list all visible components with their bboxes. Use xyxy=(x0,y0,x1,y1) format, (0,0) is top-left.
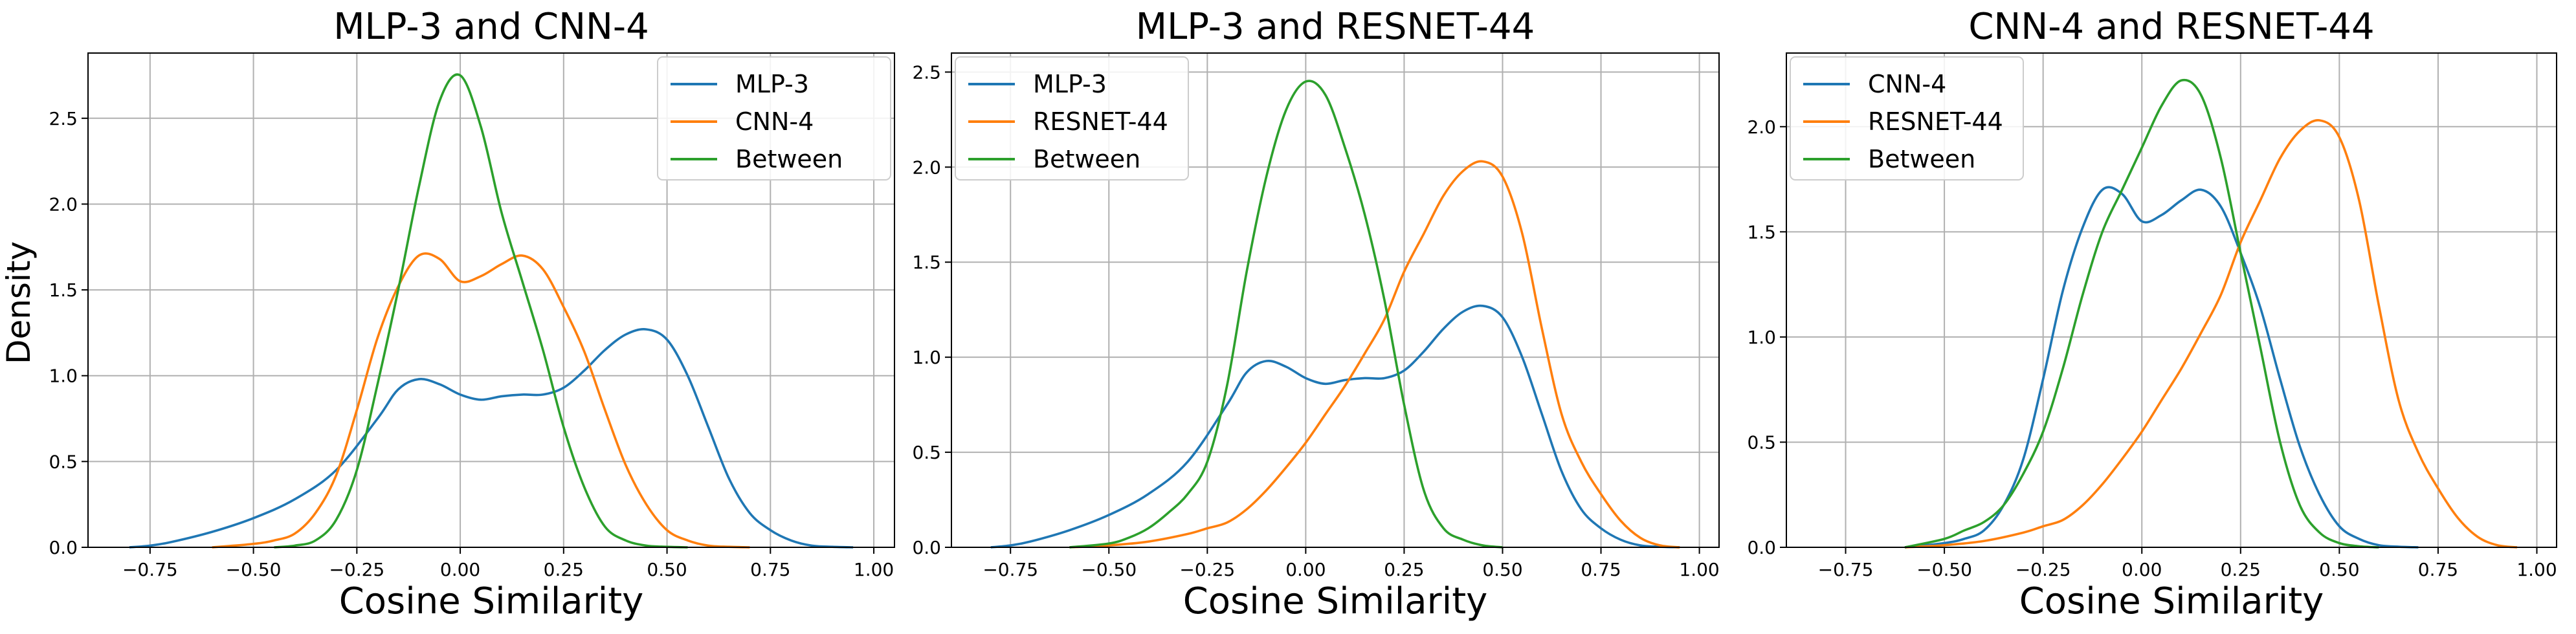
y-tick-label: 2.0 xyxy=(49,193,78,215)
legend-label: RESNET-44 xyxy=(1033,107,1168,136)
legend-box xyxy=(657,56,891,180)
plot-frame xyxy=(1786,52,2557,548)
x-tick-label: 0.75 xyxy=(1581,559,1621,580)
y-tick-label: 2.5 xyxy=(912,61,941,83)
legend-label: Between xyxy=(735,145,843,173)
legend-label: MLP-3 xyxy=(1033,70,1107,98)
series-line-resnet-44 xyxy=(1069,160,1680,549)
y-tick-label: 0.0 xyxy=(912,537,941,558)
legend-label: MLP-3 xyxy=(735,70,809,98)
y-tick-label: 1.0 xyxy=(49,366,78,387)
series-line-mlp-3 xyxy=(129,328,854,549)
plot-frame xyxy=(951,52,1720,548)
series-line-between xyxy=(274,73,688,549)
x-tick-label: −0.25 xyxy=(1179,559,1235,580)
legend-box xyxy=(1790,56,2024,180)
series-line-between xyxy=(1904,78,2379,549)
y-tick-label: 2.0 xyxy=(1747,116,1776,138)
x-tick-label: −0.75 xyxy=(122,559,178,580)
legend: MLP-3 RESNET-44 Between xyxy=(955,56,1189,180)
x-tick-label: 1.00 xyxy=(2516,559,2557,580)
x-tick-label: 0.00 xyxy=(2122,559,2162,580)
x-tick-label: 0.50 xyxy=(2319,559,2359,580)
series-line-between xyxy=(1069,80,1503,549)
y-tick-label: 2.0 xyxy=(912,157,941,178)
x-tick-label: 0.75 xyxy=(750,559,790,580)
x-tick-label: 1.00 xyxy=(854,559,894,580)
x-axis-label: Cosine Similarity xyxy=(1183,580,1488,622)
x-tick-label: −0.50 xyxy=(226,559,282,580)
x-tick-label: −0.25 xyxy=(2015,559,2071,580)
chart-panel-1: MLP-3 and CNN-4 −0.75 −0.50 −0.25 0.00 0.25 0.… xyxy=(49,6,895,622)
x-tick-label: 0.75 xyxy=(2418,559,2458,580)
x-tick-label: 0.25 xyxy=(544,559,584,580)
chart-panel-3: CNN-4 and RESNET-44 −0.75 −0.50 −0.25 0.00 0.… xyxy=(1747,6,2557,622)
y-tick-label: 0.0 xyxy=(1747,537,1776,558)
x-tick-label: 0.00 xyxy=(1285,559,1326,580)
x-axis-label: Cosine Similarity xyxy=(339,580,644,622)
x-tick-label: −0.25 xyxy=(329,559,384,580)
x-tick-label: 0.25 xyxy=(1384,559,1424,580)
x-tick-label: 0.50 xyxy=(647,559,687,580)
y-tick-label: 0.5 xyxy=(1747,432,1776,453)
x-axis-label: Cosine Similarity xyxy=(2019,580,2324,622)
y-tick-label: 2.5 xyxy=(49,108,78,129)
series-line-cnn-4 xyxy=(212,252,750,549)
y-tick-label: 1.5 xyxy=(912,252,941,273)
x-tick-label: 0.25 xyxy=(2221,559,2261,580)
chart-panel-2: MLP-3 and RESNET-44 −0.75 −0.50 −0.25 0.00 0.… xyxy=(912,6,1720,622)
chart-title: MLP-3 and CNN-4 xyxy=(333,6,649,48)
x-tick-label: 0.00 xyxy=(440,559,480,580)
series-line-resnet-44 xyxy=(1904,119,2518,549)
y-tick-label: 1.0 xyxy=(1747,327,1776,348)
y-tick-label: 1.5 xyxy=(49,279,78,301)
y-tick-label: 0.5 xyxy=(49,451,78,472)
y-tick-label: 1.0 xyxy=(912,347,941,368)
x-tick-label: −0.50 xyxy=(1916,559,1972,580)
y-tick-label: 0.0 xyxy=(49,537,78,558)
x-tick-label: −0.50 xyxy=(1081,559,1137,580)
x-tick-label: 0.50 xyxy=(1482,559,1522,580)
x-tick-label: 1.00 xyxy=(1679,559,1719,580)
series-line-cnn-4 xyxy=(1904,186,2419,549)
legend-box xyxy=(955,56,1189,180)
plot-frame xyxy=(87,52,895,548)
x-tick-label: −0.75 xyxy=(1818,559,1874,580)
chart-title: MLP-3 and RESNET-44 xyxy=(1136,6,1535,48)
y-tick-label: 1.5 xyxy=(1747,221,1776,243)
legend: MLP-3 CNN-4 Between xyxy=(657,56,891,180)
legend-label: CNN-4 xyxy=(1868,70,1946,98)
legend-label: Between xyxy=(1868,145,1975,173)
legend-label: Between xyxy=(1033,145,1140,173)
legend-label: RESNET-44 xyxy=(1868,107,2003,136)
x-tick-label: −0.75 xyxy=(983,559,1038,580)
legend: CNN-4 RESNET-44 Between xyxy=(1790,56,2024,180)
series-line-mlp-3 xyxy=(990,304,1680,549)
y-tick-label: 0.5 xyxy=(912,442,941,463)
legend-label: CNN-4 xyxy=(735,107,814,136)
chart-title: CNN-4 and RESNET-44 xyxy=(1968,6,2374,48)
y-axis-label: Density xyxy=(0,241,38,364)
